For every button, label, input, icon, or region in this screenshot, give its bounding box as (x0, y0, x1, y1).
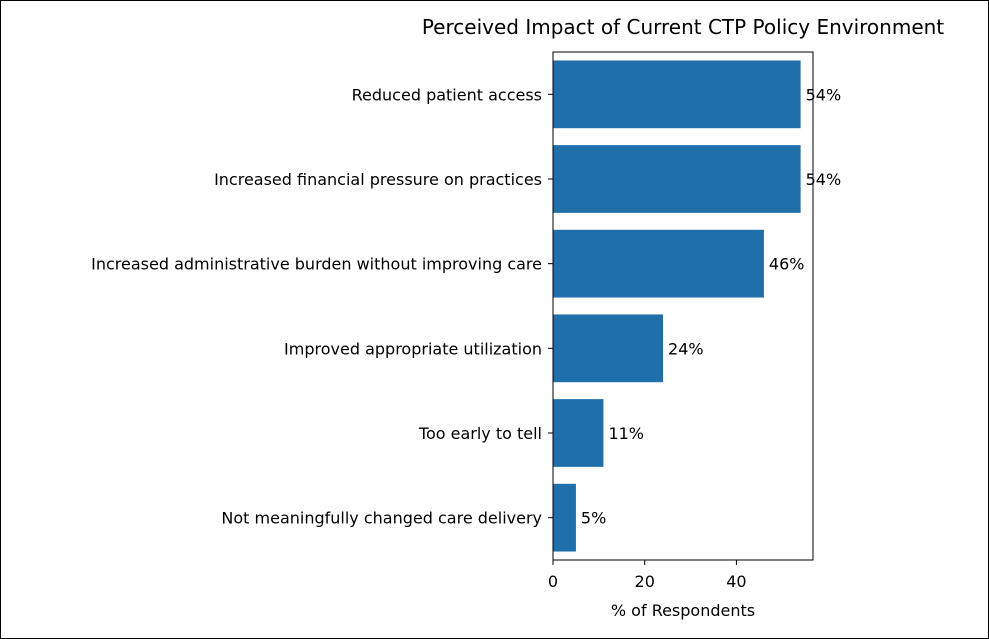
y-tick-label: Improved appropriate utilization (284, 339, 542, 358)
bar (553, 60, 801, 129)
y-tick-label: Reduced patient access (352, 85, 542, 104)
bar (553, 314, 664, 383)
y-axis-ticks: Reduced patient access Increased financia… (91, 85, 553, 528)
bar-value-label: 54% (806, 170, 842, 189)
y-tick-label: Too early to tell (418, 424, 542, 443)
y-tick-label: Increased administrative burden without … (91, 255, 542, 274)
bar (553, 399, 604, 467)
bar (553, 229, 764, 298)
x-tick-label: 40 (726, 572, 746, 591)
y-tick-label: Not meaningfully changed care delivery (221, 509, 542, 528)
x-tick-label: 0 (548, 572, 558, 591)
plot-area (552, 51, 814, 561)
data-labels-group: 54% 54% 46% 24% 11% 5% (581, 85, 841, 527)
chart-title: Perceived Impact of Current CTP Policy E… (422, 15, 944, 39)
bar-value-label: 11% (608, 424, 644, 443)
bar-value-label: 54% (806, 85, 842, 104)
bar-value-label: 5% (581, 509, 606, 528)
x-axis-ticks: 0 20 40 (548, 560, 747, 591)
bar-value-label: 24% (668, 339, 704, 358)
x-axis-label: % of Respondents (611, 601, 755, 620)
y-tick-label: Increased financial pressure on practice… (214, 170, 542, 189)
bar-value-label: 46% (769, 255, 805, 274)
bar (553, 145, 801, 213)
bars-group (553, 60, 801, 552)
x-tick-label: 20 (635, 572, 655, 591)
bar (553, 483, 576, 552)
